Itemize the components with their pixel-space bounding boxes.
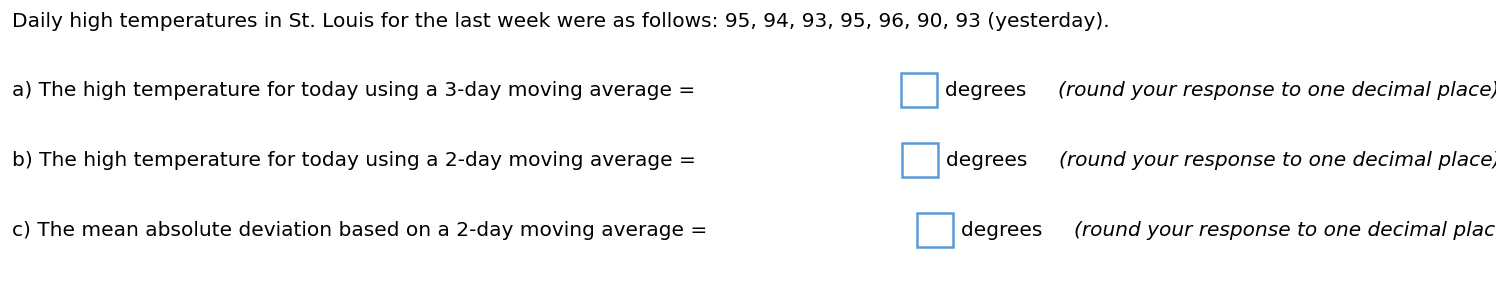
Text: (round your response to one decimal place).: (round your response to one decimal plac… bbox=[1059, 81, 1496, 99]
Text: b) The high temperature for today using a 2-day moving average =: b) The high temperature for today using … bbox=[12, 150, 696, 169]
Text: a) The high temperature for today using a 3-day moving average =: a) The high temperature for today using … bbox=[12, 81, 696, 99]
FancyBboxPatch shape bbox=[902, 143, 938, 177]
Text: (round your response to one decimal place).: (round your response to one decimal plac… bbox=[1074, 220, 1496, 239]
Text: degrees: degrees bbox=[960, 220, 1049, 239]
Text: degrees: degrees bbox=[945, 81, 1032, 99]
Text: Daily high temperatures in St. Louis for the last week were as follows: 95, 94, : Daily high temperatures in St. Louis for… bbox=[12, 12, 1110, 31]
Text: c) The mean absolute deviation based on a 2-day moving average =: c) The mean absolute deviation based on … bbox=[12, 220, 708, 239]
FancyBboxPatch shape bbox=[917, 213, 953, 247]
Text: (round your response to one decimal place).: (round your response to one decimal plac… bbox=[1059, 150, 1496, 169]
Text: degrees: degrees bbox=[945, 150, 1034, 169]
FancyBboxPatch shape bbox=[902, 73, 938, 107]
